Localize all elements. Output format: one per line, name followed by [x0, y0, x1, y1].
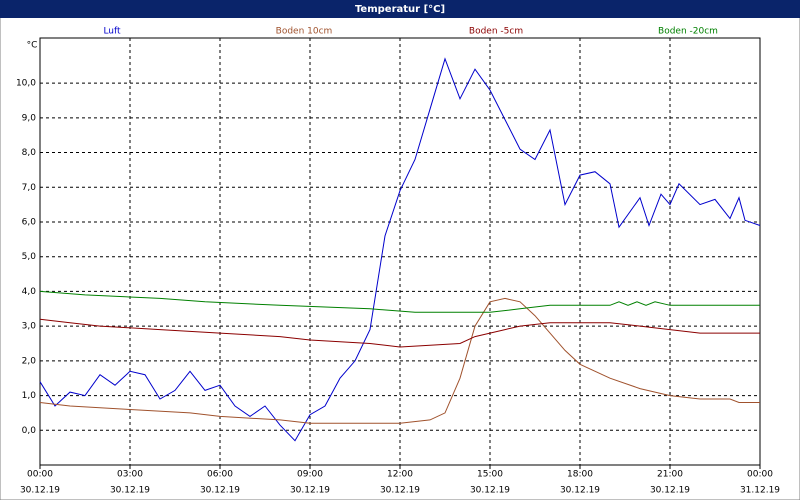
x-tick-date: 30.12.19	[20, 486, 60, 496]
legend-entry: Boden 10cm	[276, 27, 333, 37]
x-tick-label: 03:00	[117, 470, 143, 480]
line	[39, 297, 760, 424]
y-tick-label: 9,0	[22, 113, 37, 123]
line	[39, 290, 760, 313]
x-tick-date: 30.12.19	[470, 486, 510, 496]
x-tick-label: 00:00	[27, 470, 53, 480]
y-tick-label: 8,0	[22, 148, 37, 158]
x-tick-date: 31.12.19	[740, 486, 780, 496]
y-tick-label: 0,0	[22, 426, 37, 436]
x-tick-label: 00:00	[747, 470, 773, 480]
legend-entry: Boden -5cm	[469, 27, 523, 37]
y-tick-label: 10,0	[16, 79, 36, 89]
line	[39, 57, 761, 442]
x-tick-date: 30.12.19	[290, 486, 330, 496]
legend-entry: Luft	[103, 27, 121, 37]
x-tick-date: 30.12.19	[650, 486, 690, 496]
chart-title: Temperatur [°C]	[355, 4, 445, 15]
x-tick-date: 30.12.19	[560, 486, 600, 496]
y-tick-label: 2,0	[22, 356, 37, 366]
y-tick-label: 6,0	[22, 217, 37, 227]
x-tick-label: 15:00	[477, 470, 503, 480]
line	[39, 318, 760, 348]
title-bar	[0, 0, 800, 18]
y-tick-label: 7,0	[22, 183, 37, 193]
y-tick-label: 3,0	[22, 322, 37, 332]
x-tick-label: 09:00	[297, 470, 323, 480]
legend-entry: Boden -20cm	[658, 27, 718, 37]
y-tick-label: 4,0	[22, 287, 37, 297]
y-tick-label: 1,0	[22, 391, 37, 401]
x-tick-label: 21:00	[657, 470, 683, 480]
x-tick-date: 30.12.19	[200, 486, 240, 496]
x-tick-date: 30.12.19	[110, 486, 150, 496]
x-tick-date: 30.12.19	[380, 486, 420, 496]
x-tick-label: 12:00	[387, 470, 413, 480]
x-tick-label: 18:00	[567, 470, 593, 480]
y-unit: °C	[27, 41, 38, 51]
plot-frame	[39, 37, 761, 466]
y-tick-label: 5,0	[22, 252, 37, 262]
x-tick-label: 06:00	[207, 470, 233, 480]
